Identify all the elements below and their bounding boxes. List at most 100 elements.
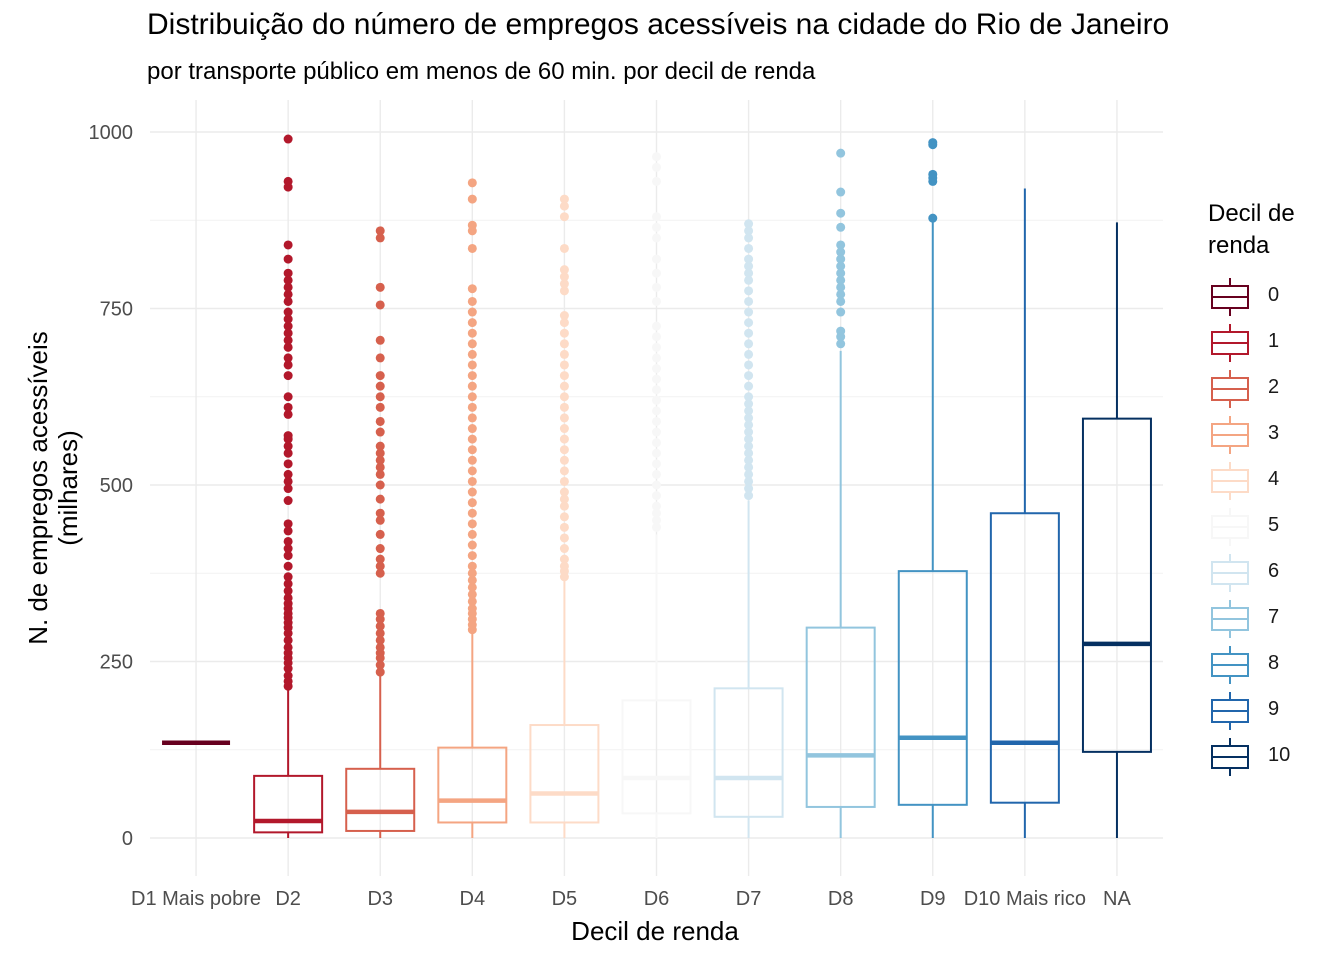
y-tick-label: 750 <box>100 299 133 321</box>
y-tick-label: 500 <box>100 475 133 497</box>
outlier-point <box>467 194 477 204</box>
outlier-point <box>652 268 661 278</box>
outlier-point <box>559 476 569 486</box>
outlier-point <box>375 469 385 479</box>
outlier-point <box>283 496 293 506</box>
iqr-box <box>621 699 692 815</box>
outlier-point <box>744 261 754 271</box>
outlier-point <box>836 254 846 264</box>
outlier-point <box>744 243 754 253</box>
outlier-point <box>559 413 569 423</box>
outlier-point <box>283 431 293 441</box>
outlier-point <box>467 575 477 585</box>
iqr-box <box>345 767 416 832</box>
outlier-point <box>283 268 293 278</box>
outlier-point <box>375 628 385 638</box>
chart-subtitle: por transporte público em menos de 60 mi… <box>147 58 816 85</box>
outlier-point <box>559 445 569 455</box>
outlier-point <box>467 284 477 294</box>
outlier-point <box>283 519 293 529</box>
outlier-point <box>652 152 661 162</box>
outlier-point <box>652 296 661 306</box>
box-D8 <box>805 148 876 838</box>
x-tick-label: D7 <box>736 888 762 910</box>
legend-label: 1 <box>1268 330 1280 352</box>
outlier-point <box>283 342 293 352</box>
outlier-point <box>744 233 754 243</box>
x-axis-title: Decil de renda <box>571 916 739 946</box>
outlier-point <box>652 395 661 405</box>
outlier-point <box>283 282 293 292</box>
outlier-point <box>744 455 754 465</box>
outlier-point <box>467 561 477 571</box>
outlier-point <box>283 409 293 419</box>
outlier-point <box>467 596 477 606</box>
outlier-point <box>467 529 477 539</box>
outlier-point <box>559 201 569 211</box>
outlier-point <box>283 469 293 479</box>
x-tick-label: D1 Mais pobre <box>131 888 261 910</box>
outlier-point <box>375 427 385 437</box>
outlier-point <box>467 381 477 391</box>
legend-label: 3 <box>1268 422 1280 444</box>
outlier-point <box>652 364 661 374</box>
outlier-point <box>467 296 477 306</box>
outlier-point <box>836 268 846 278</box>
outlier-point <box>467 604 477 614</box>
outlier-point <box>836 148 846 158</box>
outlier-point <box>375 544 385 554</box>
outlier-point <box>283 353 293 363</box>
outlier-point <box>467 568 477 578</box>
x-tick-label: D5 <box>552 888 578 910</box>
outlier-point <box>652 176 661 186</box>
outlier-point <box>928 213 938 223</box>
outlier-point <box>559 494 569 504</box>
outlier-point <box>467 582 477 592</box>
outlier-point <box>375 515 385 525</box>
outlier-point <box>652 385 661 395</box>
x-tick-label: D2 <box>275 888 301 910</box>
outlier-point <box>836 307 846 317</box>
iqr-box <box>529 724 600 824</box>
outlier-point <box>744 381 754 391</box>
legend-item-2: 2 <box>1208 366 1328 412</box>
x-tick-label: NA <box>1103 888 1131 910</box>
outlier-point <box>836 222 846 232</box>
outlier-point <box>836 326 846 336</box>
outlier-point <box>467 318 477 328</box>
outlier-point <box>836 240 846 250</box>
outlier-point <box>375 508 385 518</box>
outlier-point <box>744 392 754 402</box>
outlier-point <box>283 635 293 645</box>
outlier-point <box>559 371 569 381</box>
outlier-point <box>283 448 293 458</box>
iqr-box <box>713 687 784 818</box>
outlier-point <box>559 381 569 391</box>
outlier-point <box>283 176 293 186</box>
legend-key-icon <box>1211 462 1249 500</box>
outlier-point <box>283 561 293 571</box>
box-D2 <box>253 134 324 838</box>
outlier-point <box>559 272 569 282</box>
outlier-point <box>375 416 385 426</box>
outlier-point <box>744 441 754 451</box>
outlier-point <box>467 413 477 423</box>
outlier-point <box>744 286 754 296</box>
outlier-point <box>283 402 293 412</box>
legend-label: 6 <box>1268 560 1280 582</box>
outlier-point <box>744 420 754 430</box>
box-D9 <box>897 138 968 838</box>
outlier-point <box>744 275 754 285</box>
legend-item-4: 4 <box>1208 458 1328 504</box>
outlier-point <box>836 187 846 197</box>
outlier-point <box>467 434 477 444</box>
outlier-point <box>559 487 569 497</box>
outlier-point <box>559 286 569 296</box>
legend-item-8: 8 <box>1208 642 1328 688</box>
outlier-point <box>375 282 385 292</box>
outlier-point <box>467 307 477 317</box>
outlier-point <box>375 300 385 310</box>
outlier-point <box>559 501 569 511</box>
outlier-point <box>467 424 477 434</box>
outlier-point <box>559 402 569 412</box>
